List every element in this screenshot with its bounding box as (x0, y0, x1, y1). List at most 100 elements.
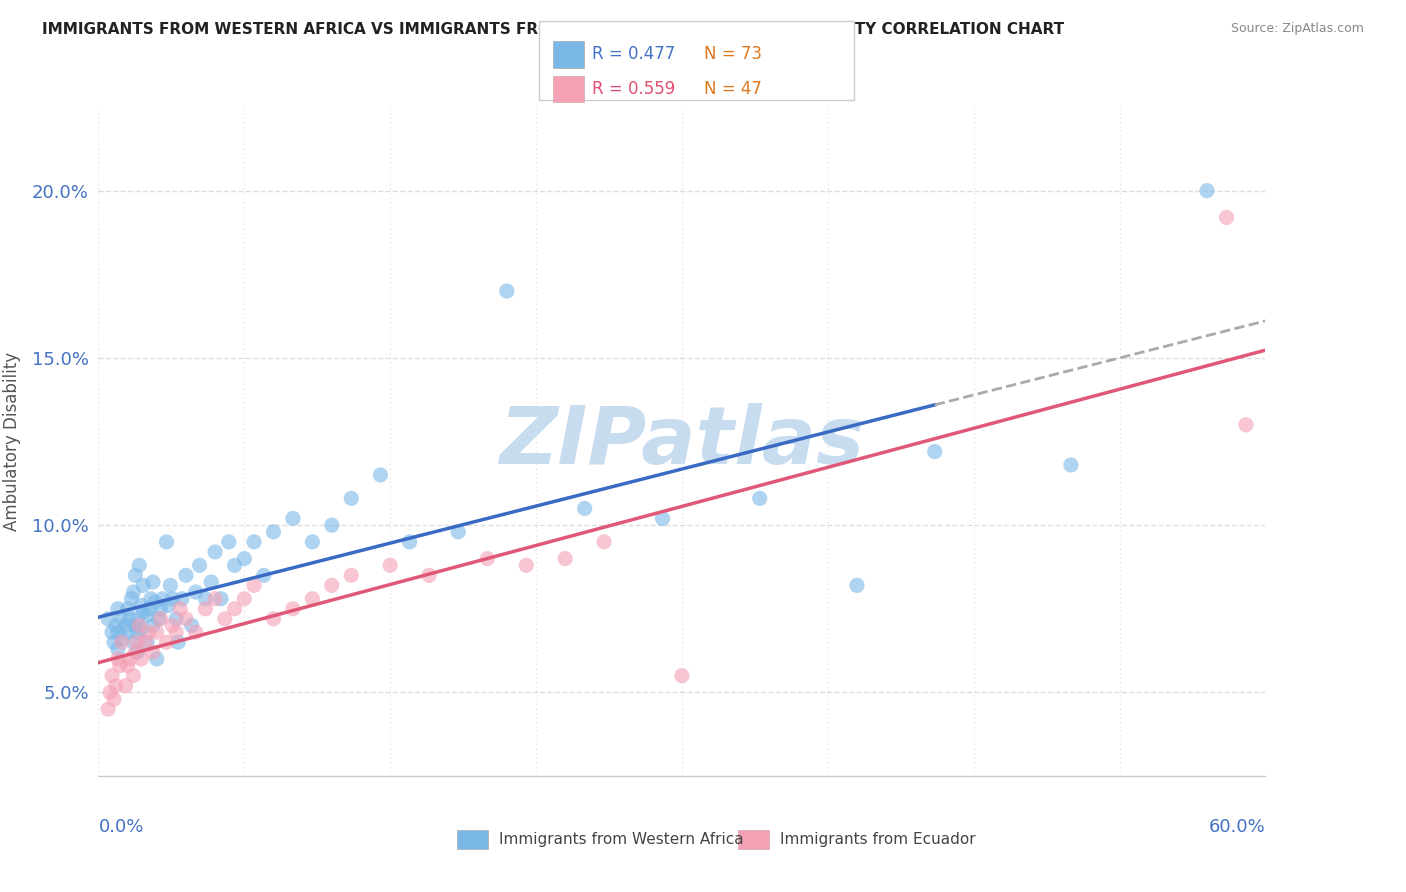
Point (129, 599, 152, 613)
Point (152, 591, 174, 606)
Point (301, 534, 323, 549)
Point (846, 578, 869, 592)
Point (167, 635, 190, 649)
Text: N = 73: N = 73 (703, 45, 762, 63)
Point (118, 612, 141, 626)
Point (1060, 458, 1083, 472)
Point (262, 524, 284, 539)
Point (281, 601, 304, 615)
Point (321, 518, 343, 533)
Text: Immigrants from Ecuador: Immigrants from Ecuador (780, 832, 976, 847)
Point (224, 601, 246, 615)
Point (136, 608, 159, 623)
Point (204, 545, 226, 559)
Point (204, 591, 226, 606)
Point (124, 618, 146, 632)
Point (111, 635, 134, 649)
Point (148, 612, 170, 626)
Point (117, 625, 139, 640)
Point (170, 591, 193, 606)
Point (129, 652, 152, 666)
Point (321, 578, 343, 592)
Point (97, 702, 120, 716)
Point (114, 618, 136, 632)
Text: ZIPatlas: ZIPatlas (499, 402, 865, 481)
Point (194, 601, 217, 615)
Text: R = 0.477: R = 0.477 (592, 45, 676, 63)
Point (340, 568, 363, 582)
Point (174, 612, 197, 626)
Point (124, 645, 146, 659)
Point (174, 568, 197, 582)
Point (103, 635, 125, 649)
Point (138, 601, 160, 615)
Point (101, 625, 124, 640)
Point (194, 591, 217, 606)
Point (224, 558, 246, 573)
Point (214, 612, 236, 626)
Text: R = 0.559: R = 0.559 (592, 80, 676, 98)
Point (142, 645, 165, 659)
Point (107, 625, 129, 640)
Point (477, 551, 499, 566)
Point (104, 618, 127, 632)
Point (233, 591, 256, 606)
Text: Immigrants from Western Africa: Immigrants from Western Africa (499, 832, 744, 847)
Point (398, 534, 420, 549)
Point (554, 551, 576, 566)
Point (117, 601, 139, 615)
Point (127, 625, 149, 640)
Point (157, 599, 180, 613)
Point (281, 511, 304, 525)
Point (218, 534, 240, 549)
Point (233, 551, 256, 566)
Point (129, 622, 152, 636)
Point (146, 625, 169, 640)
Point (127, 645, 149, 659)
Point (132, 605, 155, 619)
Point (107, 642, 129, 657)
Point (138, 625, 160, 640)
Point (142, 618, 165, 632)
Point (97, 612, 120, 626)
Point (107, 652, 129, 666)
Point (111, 612, 134, 626)
Text: Source: ZipAtlas.com: Source: ZipAtlas.com (1230, 22, 1364, 36)
Point (107, 601, 129, 615)
Point (136, 635, 159, 649)
Point (671, 669, 693, 683)
Point (574, 501, 596, 516)
Point (162, 618, 184, 632)
Point (111, 632, 134, 646)
Point (139, 591, 162, 606)
Point (117, 658, 139, 673)
Point (1195, 184, 1218, 198)
Point (340, 491, 363, 506)
Point (127, 635, 149, 649)
Point (114, 679, 136, 693)
Text: N = 47: N = 47 (703, 80, 762, 98)
Point (108, 658, 131, 673)
Point (1215, 211, 1237, 225)
Point (122, 585, 145, 599)
Point (169, 601, 191, 615)
Point (593, 534, 616, 549)
Point (124, 568, 146, 582)
Point (159, 578, 181, 592)
Point (243, 578, 266, 592)
Point (127, 612, 149, 626)
Point (146, 652, 169, 666)
Point (262, 612, 284, 626)
Point (380, 558, 402, 573)
Point (180, 618, 202, 632)
Point (209, 591, 232, 606)
Point (165, 612, 187, 626)
Point (188, 558, 211, 573)
Point (184, 585, 207, 599)
Point (748, 491, 770, 506)
Point (418, 568, 440, 582)
Point (104, 679, 127, 693)
Text: 0.0%: 0.0% (98, 818, 143, 836)
Point (515, 558, 537, 573)
Point (101, 669, 124, 683)
